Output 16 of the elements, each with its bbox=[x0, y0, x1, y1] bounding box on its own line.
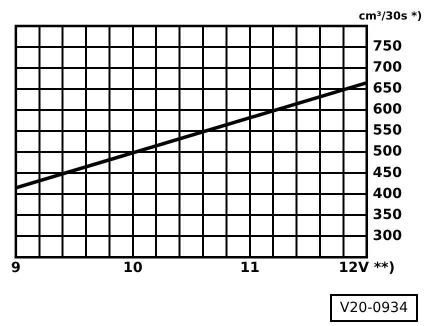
y-tick-label: 550 bbox=[372, 122, 402, 139]
y-tick-label: 650 bbox=[372, 80, 402, 97]
x-tick-label: 10 bbox=[123, 260, 143, 276]
y-tick-label: 300 bbox=[372, 228, 402, 244]
y-tick-label: 500 bbox=[372, 144, 402, 160]
x-tick-label: 11 bbox=[240, 260, 260, 276]
y-axis-title: cm³/30s *) bbox=[358, 9, 422, 22]
x-tick-label: 12V **) bbox=[338, 260, 395, 276]
y-tick-label: 450 bbox=[372, 164, 402, 181]
y-tick-label: 350 bbox=[372, 206, 402, 223]
x-tick-label: 9 bbox=[10, 260, 21, 276]
y-tick-label: 750 bbox=[372, 38, 402, 55]
y-tick-label: 600 bbox=[372, 102, 402, 118]
text: V20-0934 bbox=[330, 294, 418, 322]
y-tick-label: 700 bbox=[372, 60, 402, 76]
y-tick-label: 400 bbox=[372, 186, 402, 202]
